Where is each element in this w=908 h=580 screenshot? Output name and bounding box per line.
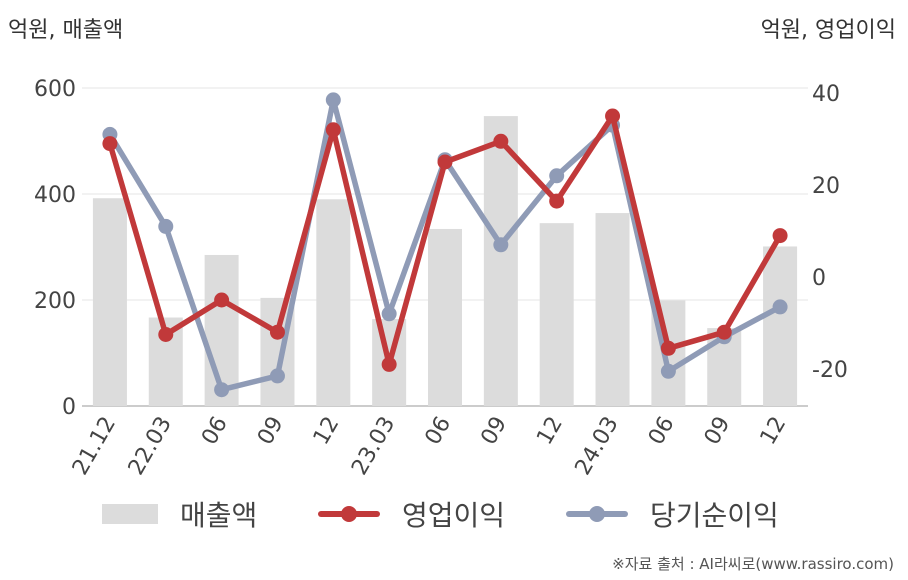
legend-item-revenue: 매출액 xyxy=(102,494,257,534)
right-y-tick-label: 20 xyxy=(812,174,840,199)
operating-profit-point xyxy=(269,324,285,340)
revenue-bars xyxy=(92,116,798,406)
revenue-bar xyxy=(204,254,239,406)
left-y-ticks: 0 200 400 600 xyxy=(34,77,76,420)
x-tick-label: 09 xyxy=(700,413,736,450)
operating-profit-point xyxy=(214,292,230,308)
net-income-point xyxy=(549,168,565,184)
legend-label-operating-profit: 영업이익 xyxy=(402,499,506,532)
x-tick-label: 06 xyxy=(644,413,680,450)
revenue-bar xyxy=(428,228,462,406)
operating-profit-point xyxy=(605,108,621,124)
net-income-point xyxy=(660,363,676,379)
x-tick-label: 09 xyxy=(476,413,512,450)
net-income-point xyxy=(493,237,509,253)
legend-line-swatch-red xyxy=(318,504,380,524)
revenue-bar xyxy=(539,223,574,406)
legend-label-revenue: 매출액 xyxy=(180,499,258,532)
right-y-ticks: -20 0 20 40 xyxy=(812,82,848,383)
legend-item-operating-profit: 영업이익 xyxy=(318,494,505,534)
net-income-point xyxy=(158,218,174,234)
left-axis-unit-label: 억원, 매출액 xyxy=(8,18,124,43)
x-tick-label: 12 xyxy=(756,413,792,450)
operating-profit-point xyxy=(493,133,509,149)
revenue-bar xyxy=(595,213,630,406)
revenue-bar xyxy=(483,116,518,406)
profit-lines xyxy=(102,92,788,398)
x-tick-label: 24.03 xyxy=(571,413,624,480)
revenue-bar xyxy=(763,246,798,406)
left-y-tick-label: 600 xyxy=(34,77,76,102)
x-tick-label: 09 xyxy=(253,413,289,450)
source-note: ※자료 출처 : AI라씨로(www.rassiro.com) xyxy=(612,555,894,573)
x-tick-label: 12 xyxy=(532,413,568,450)
right-y-tick-label: 0 xyxy=(812,266,826,291)
net-income-point xyxy=(772,299,788,315)
legend-label-net-income: 당기순이익 xyxy=(650,499,779,532)
legend-line-swatch-gray xyxy=(566,504,628,524)
operating-profit-point xyxy=(772,228,788,244)
x-tick-label: 06 xyxy=(421,413,457,450)
operating-profit-point xyxy=(158,327,174,342)
operating-profit-point xyxy=(325,122,341,138)
revenue-bar xyxy=(92,198,127,406)
legend: 매출액 영업이익 당기순이익 xyxy=(0,494,908,534)
net-income-point xyxy=(325,92,341,108)
net-income-point xyxy=(381,306,397,322)
legend-bar-swatch xyxy=(102,504,158,524)
operating-profit-point xyxy=(381,356,397,372)
operating-profit-point xyxy=(660,340,676,356)
legend-item-net-income: 당기순이익 xyxy=(566,494,779,534)
left-y-tick-label: 0 xyxy=(62,395,76,420)
left-y-tick-label: 400 xyxy=(34,183,76,208)
x-tick-label: 23.03 xyxy=(347,413,400,480)
x-tick-label: 22.03 xyxy=(124,413,177,480)
x-tick-label: 12 xyxy=(309,413,345,450)
operating-profit-point xyxy=(716,324,732,340)
net-income-point xyxy=(269,368,285,384)
operating-profit-point xyxy=(437,154,453,170)
x-tick-label: 21.12 xyxy=(68,413,121,480)
left-y-tick-label: 200 xyxy=(34,289,76,314)
right-y-tick-label: 40 xyxy=(812,82,840,107)
operating-profit-point xyxy=(102,136,118,152)
revenue-bar xyxy=(316,199,351,406)
right-y-tick-label: -20 xyxy=(812,358,848,383)
x-ticks: 21.12 22.03 06 09 12 23.03 06 09 12 24.03 06 09 12 xyxy=(68,413,791,480)
net-income-point xyxy=(214,382,230,398)
right-axis-unit-label: 억원, 영업이익 xyxy=(760,18,896,43)
operating-profit-point xyxy=(549,193,565,209)
x-tick-label: 06 xyxy=(197,413,233,450)
